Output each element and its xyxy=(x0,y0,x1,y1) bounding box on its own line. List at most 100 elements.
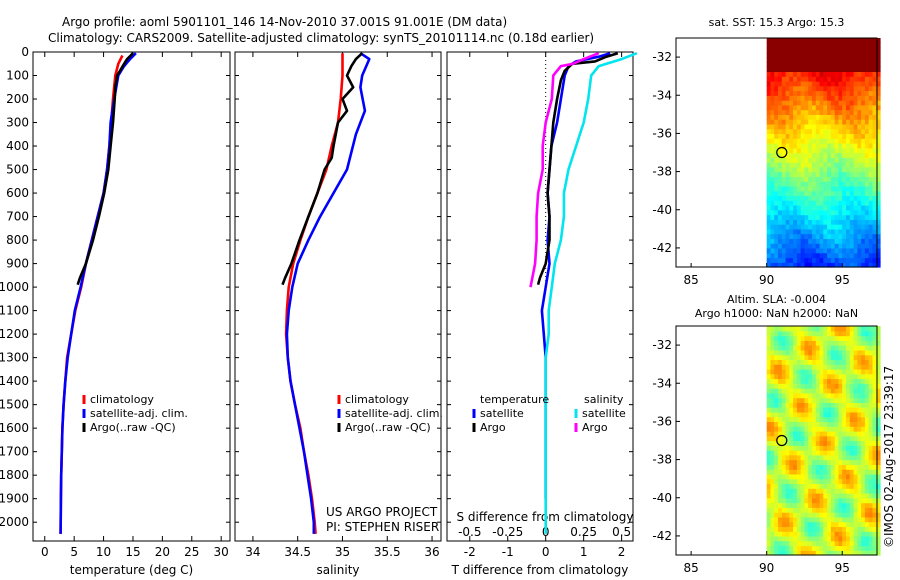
map-cell xyxy=(796,388,802,394)
map-cell xyxy=(812,123,817,130)
map-cell xyxy=(864,368,870,375)
plot-frame xyxy=(234,51,442,542)
map-cell xyxy=(800,47,806,53)
map-cell xyxy=(861,205,866,211)
map-cell xyxy=(808,411,813,418)
map-cell xyxy=(838,66,843,72)
map-cell xyxy=(846,123,851,130)
map-cell xyxy=(838,330,843,337)
map-cell xyxy=(793,493,798,499)
map-cell xyxy=(876,252,881,259)
map-cell xyxy=(804,540,809,547)
map-cell xyxy=(864,473,870,480)
map-cell xyxy=(876,435,881,442)
map-cell xyxy=(868,345,874,351)
map-cell xyxy=(796,368,802,375)
map-cell xyxy=(785,157,790,163)
map-cell xyxy=(808,464,813,470)
map-cell xyxy=(876,152,881,158)
map-cell xyxy=(853,478,858,485)
map-cell xyxy=(793,147,798,154)
map-cell xyxy=(808,402,813,408)
map-cell xyxy=(819,114,824,120)
map-cell xyxy=(781,373,787,380)
map-cell xyxy=(853,143,858,149)
map-cell xyxy=(857,488,862,494)
map-cell xyxy=(804,42,809,49)
map-cell xyxy=(819,52,824,58)
map-cell xyxy=(823,233,828,239)
map-cell xyxy=(838,535,843,542)
map-cell xyxy=(834,147,840,154)
map-cell xyxy=(834,166,840,173)
map-cell xyxy=(864,71,870,77)
map-cell xyxy=(842,402,847,408)
x-tick-label: 1 xyxy=(580,545,588,559)
map-cell xyxy=(800,340,806,346)
y-tick-label: 400 xyxy=(6,139,29,153)
map-cell xyxy=(815,326,821,332)
map-cell xyxy=(868,378,874,384)
map-cell xyxy=(868,326,874,332)
map-cell xyxy=(796,195,802,201)
map-cell xyxy=(815,85,821,92)
map-cell xyxy=(812,521,817,527)
map-cell xyxy=(800,257,806,263)
map-cell xyxy=(815,469,821,475)
map-cell xyxy=(876,497,881,504)
map-frame xyxy=(675,37,878,268)
legend-label: satellite-adj. clim. xyxy=(345,407,443,420)
map-cell xyxy=(823,340,828,346)
map-cell xyxy=(838,138,843,144)
map-cell xyxy=(834,200,840,206)
map-cell xyxy=(804,388,809,394)
map-cell xyxy=(853,147,858,154)
map-cell xyxy=(830,483,836,489)
map-cell xyxy=(834,392,840,399)
map-cell xyxy=(830,516,836,523)
map-cell xyxy=(774,545,779,551)
map-cell xyxy=(846,262,851,268)
map-cell xyxy=(857,512,862,518)
map-cell xyxy=(774,483,779,489)
map-cell xyxy=(796,340,802,346)
map-cell xyxy=(861,383,866,389)
map-cell xyxy=(766,85,772,92)
map-frame xyxy=(675,325,878,556)
map-cell xyxy=(849,402,855,408)
map-cell xyxy=(778,392,783,399)
map-cell xyxy=(800,61,806,68)
map-cell xyxy=(823,52,828,58)
map-cell xyxy=(778,426,783,432)
map-cell xyxy=(774,152,779,158)
map-cell xyxy=(819,195,824,201)
map-cell xyxy=(827,445,832,451)
map-cell xyxy=(838,326,843,332)
map-cell xyxy=(770,397,775,403)
map-cell xyxy=(774,147,779,154)
map-cell xyxy=(827,66,832,72)
map-cell xyxy=(872,66,877,72)
map-cell xyxy=(812,80,817,87)
map-cell xyxy=(808,47,813,53)
map-cell xyxy=(872,71,877,77)
map-cell xyxy=(770,483,775,489)
map-cell xyxy=(766,252,772,259)
map-cell xyxy=(781,42,787,49)
map-cell xyxy=(853,512,858,518)
map-cell xyxy=(834,80,840,87)
map-cell xyxy=(796,483,802,489)
map-cell xyxy=(789,38,794,44)
map-cell xyxy=(796,512,802,518)
map-cell xyxy=(846,402,851,408)
map-cell xyxy=(861,426,866,432)
map-cell xyxy=(838,119,843,125)
map-cell xyxy=(766,166,772,173)
map-cell xyxy=(830,454,836,461)
map-cell xyxy=(796,128,802,134)
map-cell xyxy=(872,147,877,154)
map-cell xyxy=(834,402,840,408)
map-cell xyxy=(770,257,775,263)
map-cell xyxy=(781,47,787,53)
map-cell xyxy=(861,493,866,499)
